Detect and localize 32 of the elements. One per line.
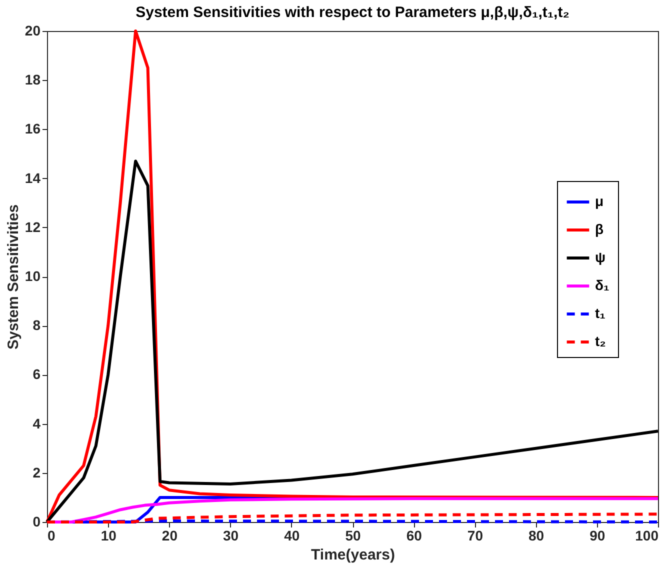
legend-label: t₂ xyxy=(595,333,606,349)
legend-label: ψ xyxy=(595,249,606,265)
x-tick-label: 90 xyxy=(590,528,606,544)
chart-title: System Sensitivities with respect to Parameters μ,β,ψ,δ₁,t₁,t₂ xyxy=(136,4,570,21)
y-tick-label: 18 xyxy=(24,72,41,88)
legend-label: δ₁ xyxy=(595,277,610,293)
y-tick-label: 20 xyxy=(24,22,41,38)
y-tick-label: 14 xyxy=(24,170,41,186)
y-axis-title: System Sensitivities xyxy=(4,204,22,350)
y-tick-label: 6 xyxy=(32,366,41,382)
x-tick-label: 10 xyxy=(100,528,117,544)
x-tick-label: 50 xyxy=(345,528,361,544)
legend-label: β xyxy=(595,221,604,237)
x-axis-title: Time(years) xyxy=(311,546,395,564)
y-tick-label: 10 xyxy=(24,268,41,284)
x-tick-label: 30 xyxy=(223,528,239,544)
x-tick-label: 70 xyxy=(467,528,484,544)
y-tick-label: 0 xyxy=(32,514,41,530)
x-tick-label: 80 xyxy=(528,528,544,544)
y-tick-label: 16 xyxy=(24,120,41,137)
x-tick-label: 60 xyxy=(406,528,422,544)
y-tick-label: 8 xyxy=(32,317,41,334)
y-tick-label: 12 xyxy=(24,218,41,235)
y-tick-label: 4 xyxy=(32,415,41,432)
x-tick-label: 20 xyxy=(162,528,178,544)
legend-label: μ xyxy=(595,193,604,209)
x-tick-label: 100 xyxy=(635,528,659,544)
x-tick-label: 0 xyxy=(48,528,56,544)
legend-label: t₁ xyxy=(595,305,606,321)
x-tick-label: 40 xyxy=(284,528,300,544)
line-series xyxy=(46,160,660,524)
y-tick-label: 2 xyxy=(32,464,41,480)
